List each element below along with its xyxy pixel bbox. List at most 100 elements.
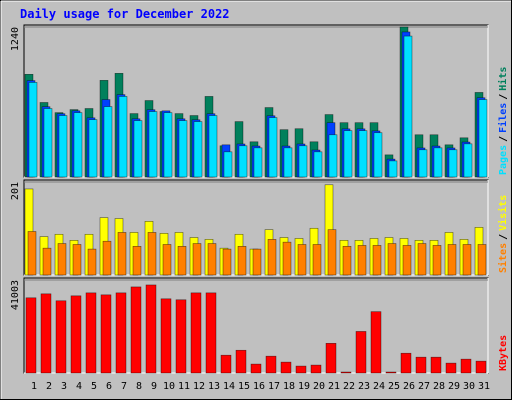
x-tick-label: 24 [373,381,385,392]
legend-entry: Hits [497,67,509,91]
bar [177,246,187,276]
x-tick-label: 3 [61,381,67,392]
y-tick-label: 1240 [10,27,21,51]
bar [297,244,307,276]
bar [58,115,68,178]
bar [130,286,142,374]
bar [238,145,248,178]
bar [417,243,427,276]
bar [295,365,307,374]
x-tick-label: 4 [76,381,82,392]
bar [43,108,53,178]
x-tick-label: 26 [403,381,415,392]
bar [117,232,127,276]
x-tick-label: 27 [418,381,430,392]
x-tick-label: 2 [46,381,52,392]
legend: Sites / Visits [497,195,509,273]
bar [73,112,83,178]
bar [400,352,412,374]
bar [148,111,158,178]
bar [253,147,263,178]
x-tick-label: 6 [106,381,112,392]
bar [115,292,127,374]
x-tick-label: 1 [31,381,37,392]
bar [27,231,37,276]
bar [430,356,442,374]
x-tick-label: 10 [163,381,175,392]
x-tick-label: 29 [448,381,460,392]
bar [252,248,262,276]
bar [55,300,67,374]
x-tick-label: 11 [178,381,190,392]
x-tick-label: 22 [343,381,355,392]
bar [447,244,457,276]
bar [432,245,442,276]
legend: KBytes [498,335,509,371]
bar [57,243,67,276]
bar [220,354,232,374]
bar [328,134,338,178]
bar [477,244,487,276]
bar [205,292,217,374]
bar [373,132,383,178]
bar [163,112,173,178]
bar [312,244,322,276]
x-tick-label: 18 [283,381,295,392]
x-tick-label: 28 [433,381,445,392]
bar [340,371,352,374]
bar [462,244,472,276]
legend-entry: Sites [497,243,509,273]
x-tick-label: 8 [136,381,142,392]
bar [72,244,82,276]
x-tick-label: 5 [91,381,97,392]
bar [235,349,247,374]
chart-title: Daily usage for December 2022 [20,7,230,21]
bar [160,298,172,374]
legend-entry: Visits [497,195,509,231]
bar [190,292,202,374]
bar [208,115,218,178]
x-tick-label: 31 [478,381,490,392]
bar [283,147,293,178]
bar [433,147,443,178]
bar [445,362,457,374]
bar [40,293,52,374]
bar [282,241,292,276]
bar [358,130,368,178]
x-tick-label: 13 [208,381,220,392]
bar [87,248,97,276]
bar [460,358,472,374]
bar [478,99,488,178]
bar [402,245,412,276]
x-tick-label: 30 [463,381,475,392]
bar [250,363,262,374]
x-tick-label: 19 [298,381,310,392]
bar [325,343,337,374]
legend-separator: / [498,234,509,240]
bar [70,295,82,374]
bar [265,355,277,374]
bar [103,106,113,178]
bar [178,120,188,178]
bar [193,121,203,178]
bar [118,96,128,178]
bar [372,245,382,276]
bar [403,35,413,178]
legend-entry: Files [497,103,509,133]
x-tick-label: 15 [238,381,250,392]
bar [342,246,352,276]
bar [298,145,308,178]
bar [267,239,277,276]
bar [355,331,367,374]
y-tick-label: 201 [10,182,21,200]
x-tick-label: 21 [328,381,340,392]
bar [418,149,428,178]
x-tick-label: 20 [313,381,325,392]
x-tick-label: 9 [151,381,157,392]
bar [222,248,232,276]
legend: Pages / Files / Hits [497,67,509,175]
bar [85,292,97,374]
bar [313,151,323,178]
bar [175,299,187,374]
